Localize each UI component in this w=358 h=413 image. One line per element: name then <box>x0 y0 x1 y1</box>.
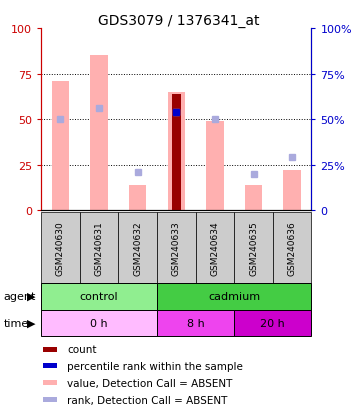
Bar <box>284 171 301 211</box>
Text: time: time <box>4 318 29 328</box>
Text: rank, Detection Call = ABSENT: rank, Detection Call = ABSENT <box>68 395 228 405</box>
Text: GSM240634: GSM240634 <box>211 221 219 275</box>
Bar <box>195 213 234 283</box>
Bar <box>43 380 57 385</box>
Text: 8 h: 8 h <box>187 318 204 328</box>
Bar <box>234 213 273 283</box>
Bar <box>129 185 146 211</box>
Bar <box>41 283 157 310</box>
Text: agent: agent <box>4 291 36 301</box>
Bar <box>43 363 57 368</box>
Bar <box>273 213 311 283</box>
Text: GSM240633: GSM240633 <box>172 221 181 275</box>
Text: 0 h: 0 h <box>90 318 108 328</box>
Text: GSM240636: GSM240636 <box>288 221 297 275</box>
Text: value, Detection Call = ABSENT: value, Detection Call = ABSENT <box>68 378 233 388</box>
Bar <box>157 283 311 310</box>
Bar <box>118 213 157 283</box>
Text: GSM240632: GSM240632 <box>133 221 142 275</box>
Bar <box>43 347 57 351</box>
Text: count: count <box>68 344 97 354</box>
Text: GSM240631: GSM240631 <box>95 221 103 275</box>
Text: GSM240630: GSM240630 <box>56 221 65 275</box>
Bar <box>245 185 262 211</box>
Text: percentile rank within the sample: percentile rank within the sample <box>68 361 243 371</box>
Bar <box>52 82 69 211</box>
Bar <box>206 121 224 211</box>
Text: cadmium: cadmium <box>208 291 260 301</box>
Bar <box>234 310 311 337</box>
Text: GSM240635: GSM240635 <box>249 221 258 275</box>
Bar <box>41 310 157 337</box>
Bar <box>157 310 234 337</box>
Text: 20 h: 20 h <box>261 318 285 328</box>
Bar <box>41 213 80 283</box>
Text: ▶: ▶ <box>27 318 35 328</box>
Text: GDS3079 / 1376341_at: GDS3079 / 1376341_at <box>98 14 260 28</box>
Bar <box>43 397 57 402</box>
Bar <box>172 94 181 211</box>
Text: control: control <box>80 291 118 301</box>
Bar <box>91 56 108 211</box>
Bar <box>157 213 195 283</box>
Bar <box>80 213 118 283</box>
Bar <box>168 93 185 211</box>
Text: ▶: ▶ <box>27 291 35 301</box>
